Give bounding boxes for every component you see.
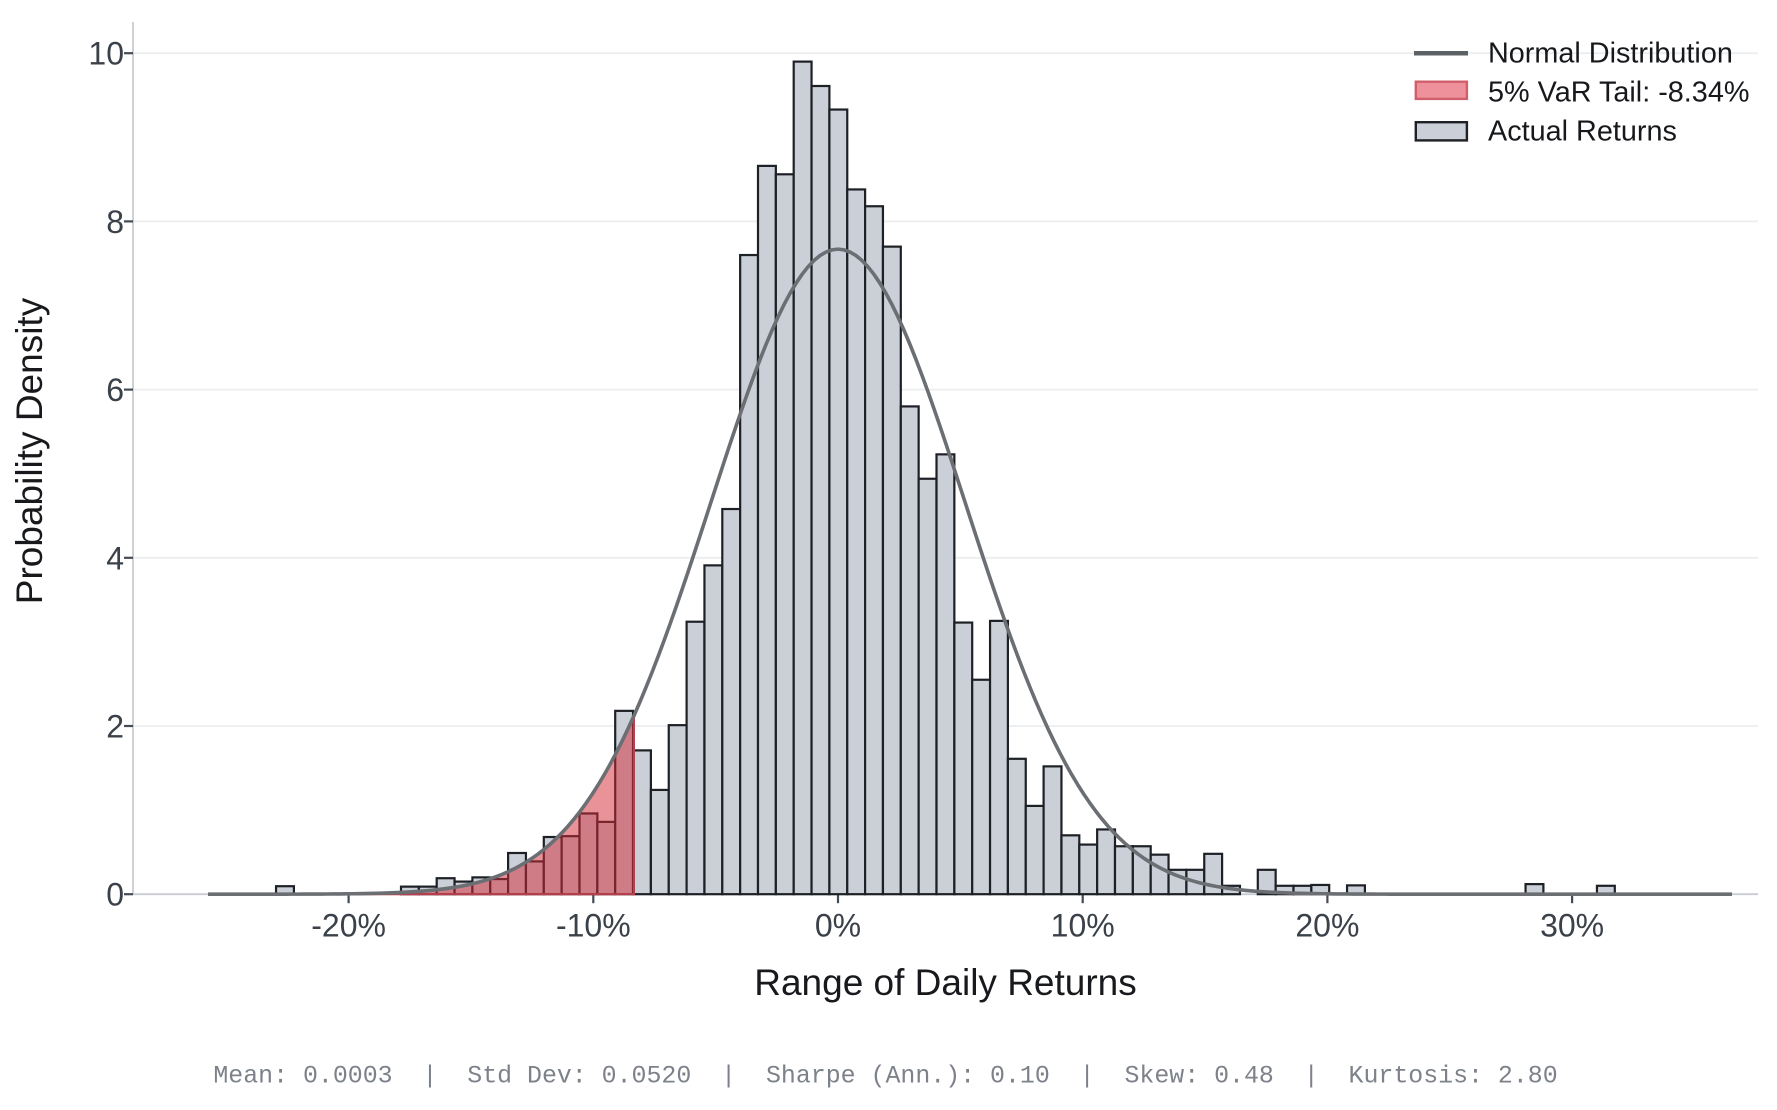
svg-text:8: 8 [106, 204, 124, 240]
svg-text:0: 0 [106, 877, 124, 913]
svg-text:10: 10 [88, 36, 124, 72]
svg-text:4: 4 [106, 540, 124, 576]
svg-text:Actual Returns: Actual Returns [1488, 116, 1677, 148]
svg-text:6: 6 [106, 372, 124, 408]
svg-text:2: 2 [106, 709, 124, 745]
svg-text:Normal Distribution: Normal Distribution [1488, 37, 1733, 69]
svg-text:10%: 10% [1051, 908, 1115, 944]
svg-text:20%: 20% [1295, 908, 1359, 944]
svg-text:30%: 30% [1540, 908, 1604, 944]
svg-text:-20%: -20% [311, 908, 386, 944]
svg-text:Mean: 0.0003 | Std Dev: 0.05: Mean: 0.0003 | Std Dev: 0.0520 | Sharpe … [213, 1063, 1557, 1091]
svg-text:Range of Daily Returns: Range of Daily Returns [754, 962, 1137, 1003]
svg-text:-10%: -10% [556, 908, 631, 944]
svg-text:Probability Density: Probability Density [9, 297, 50, 604]
svg-text:0%: 0% [815, 908, 861, 944]
svg-text:5% VaR Tail: -8.34%: 5% VaR Tail: -8.34% [1488, 77, 1749, 109]
